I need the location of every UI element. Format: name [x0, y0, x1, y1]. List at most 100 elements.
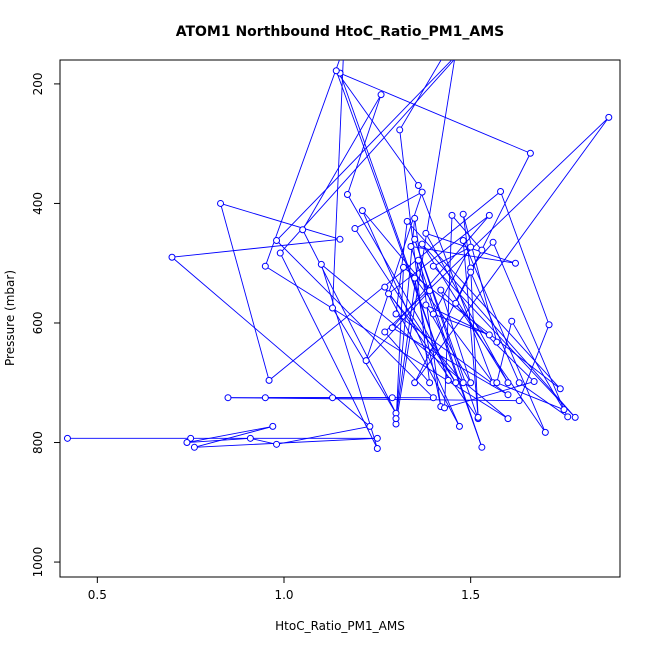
data-point [459, 379, 467, 387]
data-point [605, 113, 613, 121]
series-line-segment [492, 242, 565, 410]
data-point [485, 211, 493, 219]
data-point [455, 422, 463, 430]
series-line-segment [414, 117, 610, 384]
data-point [493, 379, 501, 387]
data-point [396, 126, 404, 134]
data-point [418, 188, 426, 196]
x-axis: 0.5 1.0 1.5 [88, 577, 480, 602]
data-point [261, 262, 269, 270]
data-point [571, 413, 579, 421]
series-line-segment [320, 264, 378, 449]
data-point [508, 317, 516, 325]
data-point [515, 379, 523, 387]
data-point [217, 199, 225, 207]
data-point [493, 338, 501, 346]
series-line-segment [395, 267, 404, 425]
data-point [411, 214, 419, 222]
data-point [341, 45, 347, 51]
chart-title: ATOM1 Northbound HtoC_Ratio_PM1_AMS [176, 24, 505, 40]
data-point [560, 406, 568, 414]
series-line-segment [395, 218, 416, 419]
data-point [418, 240, 426, 248]
series-line-segment [395, 260, 419, 419]
series-line-segment [462, 240, 546, 433]
series-line-segment [220, 203, 270, 381]
series-line-segment [250, 437, 277, 445]
y-tick-label: 200 [31, 72, 45, 95]
series-line-segment [470, 271, 520, 383]
x-tick-label: 0.5 [88, 588, 107, 602]
series-line-segment [518, 324, 550, 401]
data-point [564, 413, 572, 421]
series-line-segment [440, 289, 472, 383]
series-line-segment [462, 214, 472, 273]
data-point [373, 444, 381, 452]
data-point [332, 67, 340, 75]
data-point [426, 379, 434, 387]
data-point [414, 256, 422, 264]
data-point [437, 286, 445, 294]
series-line-segment [388, 293, 464, 384]
series-line-segment [279, 60, 455, 254]
series-line-segment [365, 290, 430, 361]
data-point [411, 274, 419, 282]
data-point [190, 443, 198, 451]
data-point [329, 394, 337, 402]
data-point [403, 217, 411, 225]
data-point [373, 434, 381, 442]
series-line-segment [332, 60, 344, 309]
x-tick-label: 1.0 [274, 588, 293, 602]
data-point [511, 259, 519, 267]
series-line-segment [433, 313, 490, 336]
data-point [392, 415, 400, 423]
data-point [497, 187, 505, 195]
data-point [377, 91, 385, 99]
data-point [299, 226, 307, 234]
data-point [261, 394, 269, 402]
data-point [448, 211, 456, 219]
series-line-segment [444, 215, 453, 408]
data-point [489, 238, 497, 246]
data-point [429, 310, 437, 318]
data-point [504, 391, 512, 399]
data-point [452, 379, 460, 387]
series-line-segment [462, 240, 479, 418]
data-point [504, 379, 512, 387]
series-line-segment [302, 94, 382, 230]
y-axis-label: Pressure (mbar) [3, 270, 17, 366]
y-axis: 200 400 600 800 1000 [31, 72, 60, 577]
data-point [426, 287, 434, 295]
series-line-segment [425, 304, 472, 383]
series-line-segment [361, 210, 460, 427]
series-line-segment [511, 320, 569, 418]
series-line-segment [410, 246, 516, 264]
series-line-segment [470, 267, 479, 418]
data-point [269, 422, 277, 430]
data-point [530, 378, 538, 386]
series-line-segment [384, 117, 610, 333]
series-line-segment [276, 425, 370, 445]
series-line-segment [500, 191, 550, 325]
data-point [224, 394, 232, 402]
series-line-segment [186, 437, 251, 443]
series-line-segment [265, 265, 509, 419]
plot-frame [59, 59, 621, 578]
y-tick-label: 600 [31, 312, 45, 335]
data-point [411, 379, 419, 387]
data-point [485, 331, 493, 339]
data-point [336, 235, 344, 243]
series-line-segment [388, 215, 490, 295]
series-line-segment [220, 203, 341, 240]
series-line-segment [276, 60, 453, 241]
data-point [381, 283, 389, 291]
data-point [362, 357, 370, 365]
series-line-segment [462, 214, 498, 343]
data-point [422, 301, 430, 309]
data-point [246, 434, 254, 442]
data-point [441, 404, 449, 412]
data-point [388, 394, 396, 402]
data-point [385, 290, 393, 298]
series-points [63, 45, 613, 452]
data-point [399, 263, 407, 271]
